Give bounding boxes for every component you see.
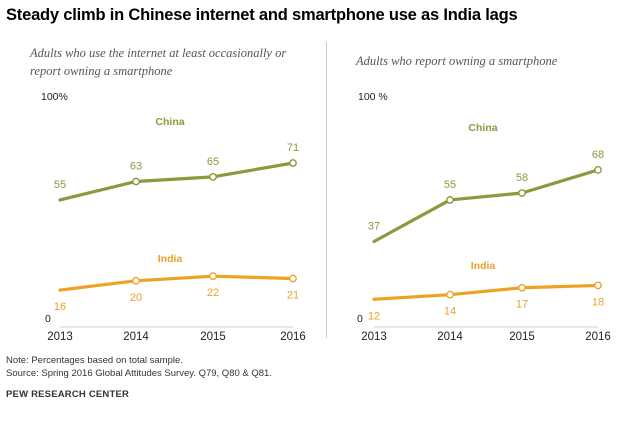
panel1-india-label-2015: 22 — [207, 287, 219, 299]
panel1-xtick-2014: 2014 — [123, 331, 149, 343]
brand-label: PEW RESEARCH CENTER — [6, 389, 130, 400]
panel1-china-label-2015: 65 — [207, 156, 219, 168]
panel1-india-series-label: India — [158, 253, 183, 265]
panel2-india-label-2016: 18 — [592, 296, 604, 308]
panel2-xtick-2014: 2014 — [437, 331, 463, 343]
panel1-india-label-2013: 16 — [54, 301, 66, 313]
panel2-india-label-2015: 17 — [516, 299, 528, 311]
panel2-xtick-2015: 2015 — [509, 331, 535, 343]
panel-divider — [326, 42, 327, 338]
panel1-ytick-100: 100% — [41, 91, 68, 103]
panel2-china-label-2015: 58 — [516, 172, 528, 184]
panel1-india-point-2015 — [209, 272, 217, 281]
panel1-china-point-2015 — [209, 172, 217, 181]
panel2-xtick-2013: 2013 — [361, 331, 387, 343]
panel1-china-series-label: China — [155, 116, 184, 128]
panel1-ytick-0: 0 — [45, 313, 51, 325]
panel2-china-point-2014 — [446, 196, 454, 204]
panel2-xtick-2016: 2016 — [585, 331, 611, 343]
panel1-china-line — [58, 161, 295, 202]
panel1-china-label-2013: 55 — [54, 179, 66, 191]
panel2-china-series-label: China — [468, 122, 497, 134]
panel1-xtick-2013: 2013 — [47, 331, 73, 343]
panel2-india-label-2014: 14 — [444, 306, 456, 318]
panel1-xtick-2015: 2015 — [200, 331, 226, 343]
panel2-ytick-100: 100 % — [358, 91, 388, 103]
panel1-china-point-2014 — [132, 177, 140, 186]
footnote: Note: Percentages based on total sample. — [6, 355, 183, 366]
panel1-india-point-2016 — [289, 274, 297, 283]
panel1-xtick-2016: 2016 — [280, 331, 306, 343]
left-panel-subtitle: Adults who use the internet at least occ… — [30, 46, 287, 78]
panel2-india-point-2014 — [446, 290, 454, 299]
panel2-china-label-2016: 68 — [592, 149, 604, 161]
panel1-india-point-2014 — [132, 276, 140, 285]
source-note: Source: Spring 2016 Global Attitudes Sur… — [6, 368, 272, 379]
panel1-china-label-2014: 63 — [130, 160, 142, 172]
chart-title: Steady climb in Chinese internet and sma… — [6, 6, 518, 24]
panel2-india-label-2013: 12 — [368, 310, 380, 322]
panel1-india-label-2016: 21 — [287, 289, 299, 301]
right-panel-subtitle: Adults who report owning a smartphone — [356, 54, 558, 68]
panel2-china-point-2016 — [594, 166, 602, 174]
panel2-ytick-0: 0 — [357, 313, 363, 325]
panel1-india-label-2014: 20 — [130, 292, 142, 304]
panel2-china-line — [372, 168, 600, 244]
panel2-china-label-2014: 55 — [444, 179, 456, 191]
panel2-india-series-label: India — [471, 260, 496, 272]
panel1-china-label-2016: 71 — [287, 142, 299, 154]
panel2-india-line — [372, 283, 600, 301]
panel2-india-point-2015 — [518, 283, 526, 292]
panel2-china-point-2015 — [518, 189, 526, 197]
panel1-india-line — [58, 274, 295, 292]
panel2-india-point-2016 — [594, 281, 602, 290]
panel1-china-point-2016 — [289, 159, 297, 167]
panel2-china-label-2013: 37 — [368, 221, 380, 233]
